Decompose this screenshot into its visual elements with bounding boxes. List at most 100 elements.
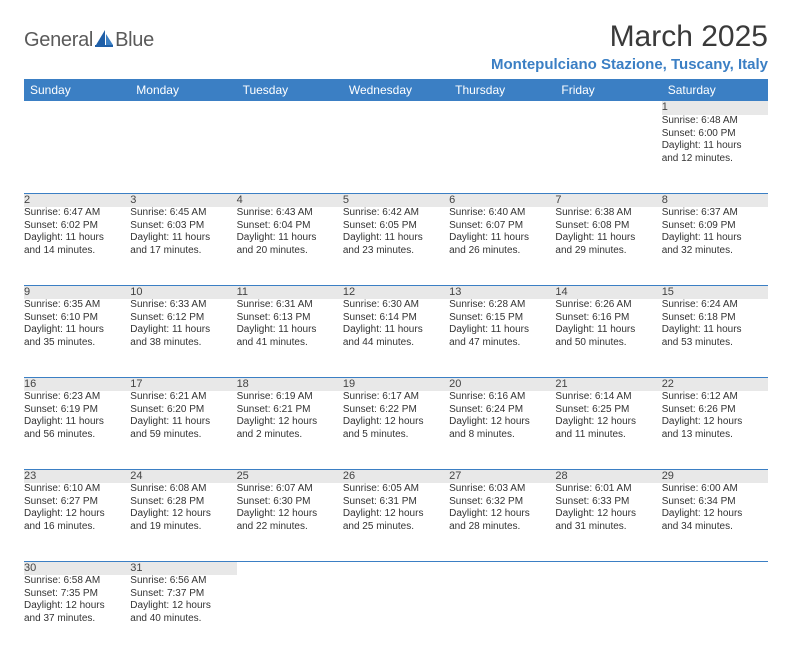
day-content-cell: Sunrise: 6:48 AMSunset: 6:00 PMDaylight:…: [662, 115, 768, 193]
logo-text-1: General: [24, 29, 93, 52]
sunrise-line: Sunrise: 6:05 AM: [343, 483, 449, 496]
day-number-cell: [237, 561, 343, 575]
day-content-cell: Sunrise: 6:28 AMSunset: 6:15 PMDaylight:…: [449, 299, 555, 377]
daylight-line-2: and 50 minutes.: [555, 337, 661, 350]
title-block: March 2025 Montepulciano Stazione, Tusca…: [491, 20, 768, 73]
daylight-line-2: and 35 minutes.: [24, 337, 130, 350]
day-number-cell: 24: [130, 469, 236, 483]
sunset-line: Sunset: 6:16 PM: [555, 312, 661, 325]
day-number-cell: 17: [130, 377, 236, 391]
sunset-line: Sunset: 6:15 PM: [449, 312, 555, 325]
daylight-line-1: Daylight: 11 hours: [449, 324, 555, 337]
daylight-line-1: Daylight: 11 hours: [662, 232, 768, 245]
daylight-line-1: Daylight: 11 hours: [343, 232, 449, 245]
day-number-cell: 9: [24, 285, 130, 299]
sunset-line: Sunset: 6:12 PM: [130, 312, 236, 325]
daylight-line-2: and 2 minutes.: [237, 429, 343, 442]
day-content-cell: Sunrise: 6:10 AMSunset: 6:27 PMDaylight:…: [24, 483, 130, 561]
sunrise-line: Sunrise: 6:56 AM: [130, 575, 236, 588]
sunset-line: Sunset: 6:02 PM: [24, 220, 130, 233]
day-number-cell: 6: [449, 193, 555, 207]
sunrise-line: Sunrise: 6:58 AM: [24, 575, 130, 588]
daylight-line-1: Daylight: 12 hours: [24, 508, 130, 521]
sunrise-line: Sunrise: 6:08 AM: [130, 483, 236, 496]
sunrise-line: Sunrise: 6:14 AM: [555, 391, 661, 404]
day-content-cell: [130, 115, 236, 193]
daylight-line-2: and 32 minutes.: [662, 245, 768, 258]
daylight-line-2: and 20 minutes.: [237, 245, 343, 258]
daylight-line-2: and 29 minutes.: [555, 245, 661, 258]
sunset-line: Sunset: 6:07 PM: [449, 220, 555, 233]
sunrise-line: Sunrise: 6:37 AM: [662, 207, 768, 220]
sunrise-line: Sunrise: 6:24 AM: [662, 299, 768, 312]
daylight-line-2: and 25 minutes.: [343, 521, 449, 534]
day-number-cell: [662, 561, 768, 575]
sunrise-line: Sunrise: 6:40 AM: [449, 207, 555, 220]
weekday-header: Wednesday: [343, 79, 449, 101]
daylight-line-1: Daylight: 12 hours: [343, 416, 449, 429]
daylight-line-1: Daylight: 12 hours: [555, 508, 661, 521]
daylight-line-2: and 31 minutes.: [555, 521, 661, 534]
sunrise-line: Sunrise: 6:23 AM: [24, 391, 130, 404]
daylight-line-2: and 34 minutes.: [662, 521, 768, 534]
daylight-line-1: Daylight: 12 hours: [130, 600, 236, 613]
day-number-cell: 15: [662, 285, 768, 299]
sunset-line: Sunset: 6:30 PM: [237, 496, 343, 509]
day-number-cell: 18: [237, 377, 343, 391]
daylight-line-1: Daylight: 11 hours: [130, 232, 236, 245]
sunset-line: Sunset: 7:35 PM: [24, 588, 130, 601]
sunset-line: Sunset: 6:31 PM: [343, 496, 449, 509]
daylight-line-2: and 11 minutes.: [555, 429, 661, 442]
day-number-cell: [555, 101, 661, 115]
sunset-line: Sunset: 6:28 PM: [130, 496, 236, 509]
day-content-cell: Sunrise: 6:58 AMSunset: 7:35 PMDaylight:…: [24, 575, 130, 653]
daylight-line-2: and 28 minutes.: [449, 521, 555, 534]
sunrise-line: Sunrise: 6:47 AM: [24, 207, 130, 220]
day-content-cell: Sunrise: 6:08 AMSunset: 6:28 PMDaylight:…: [130, 483, 236, 561]
day-number-cell: 16: [24, 377, 130, 391]
sunset-line: Sunset: 6:08 PM: [555, 220, 661, 233]
sunset-line: Sunset: 6:24 PM: [449, 404, 555, 417]
daylight-line-2: and 56 minutes.: [24, 429, 130, 442]
sunset-line: Sunset: 6:13 PM: [237, 312, 343, 325]
sunset-line: Sunset: 6:22 PM: [343, 404, 449, 417]
daylight-line-2: and 26 minutes.: [449, 245, 555, 258]
day-content-cell: Sunrise: 6:40 AMSunset: 6:07 PMDaylight:…: [449, 207, 555, 285]
day-content-cell: [24, 115, 130, 193]
sunrise-line: Sunrise: 6:48 AM: [662, 115, 768, 128]
daylight-line-2: and 12 minutes.: [662, 153, 768, 166]
day-number-cell: 14: [555, 285, 661, 299]
day-number-cell: 20: [449, 377, 555, 391]
weekday-header: Monday: [130, 79, 236, 101]
daylight-line-1: Daylight: 12 hours: [24, 600, 130, 613]
day-number-cell: 25: [237, 469, 343, 483]
day-number-cell: 7: [555, 193, 661, 207]
sunrise-line: Sunrise: 6:31 AM: [237, 299, 343, 312]
day-content-cell: Sunrise: 6:07 AMSunset: 6:30 PMDaylight:…: [237, 483, 343, 561]
daylight-line-2: and 8 minutes.: [449, 429, 555, 442]
weekday-header: Thursday: [449, 79, 555, 101]
sunset-line: Sunset: 6:20 PM: [130, 404, 236, 417]
day-number-cell: 21: [555, 377, 661, 391]
daylight-line-1: Daylight: 12 hours: [237, 416, 343, 429]
daylight-line-1: Daylight: 12 hours: [662, 508, 768, 521]
day-number-cell: [343, 561, 449, 575]
day-content-cell: Sunrise: 6:23 AMSunset: 6:19 PMDaylight:…: [24, 391, 130, 469]
sunset-line: Sunset: 6:03 PM: [130, 220, 236, 233]
location: Montepulciano Stazione, Tuscany, Italy: [491, 56, 768, 73]
day-content-cell: [343, 115, 449, 193]
day-number-cell: 19: [343, 377, 449, 391]
daylight-line-1: Daylight: 12 hours: [343, 508, 449, 521]
logo-text-2: Blue: [115, 29, 154, 52]
sunrise-line: Sunrise: 6:38 AM: [555, 207, 661, 220]
day-number-cell: 2: [24, 193, 130, 207]
sunrise-line: Sunrise: 6:42 AM: [343, 207, 449, 220]
sunset-line: Sunset: 6:34 PM: [662, 496, 768, 509]
sunrise-line: Sunrise: 6:33 AM: [130, 299, 236, 312]
sunrise-line: Sunrise: 6:16 AM: [449, 391, 555, 404]
day-content-cell: Sunrise: 6:43 AMSunset: 6:04 PMDaylight:…: [237, 207, 343, 285]
weekday-header: Saturday: [662, 79, 768, 101]
sunset-line: Sunset: 6:00 PM: [662, 128, 768, 141]
daylight-line-1: Daylight: 11 hours: [662, 324, 768, 337]
daylight-line-2: and 41 minutes.: [237, 337, 343, 350]
